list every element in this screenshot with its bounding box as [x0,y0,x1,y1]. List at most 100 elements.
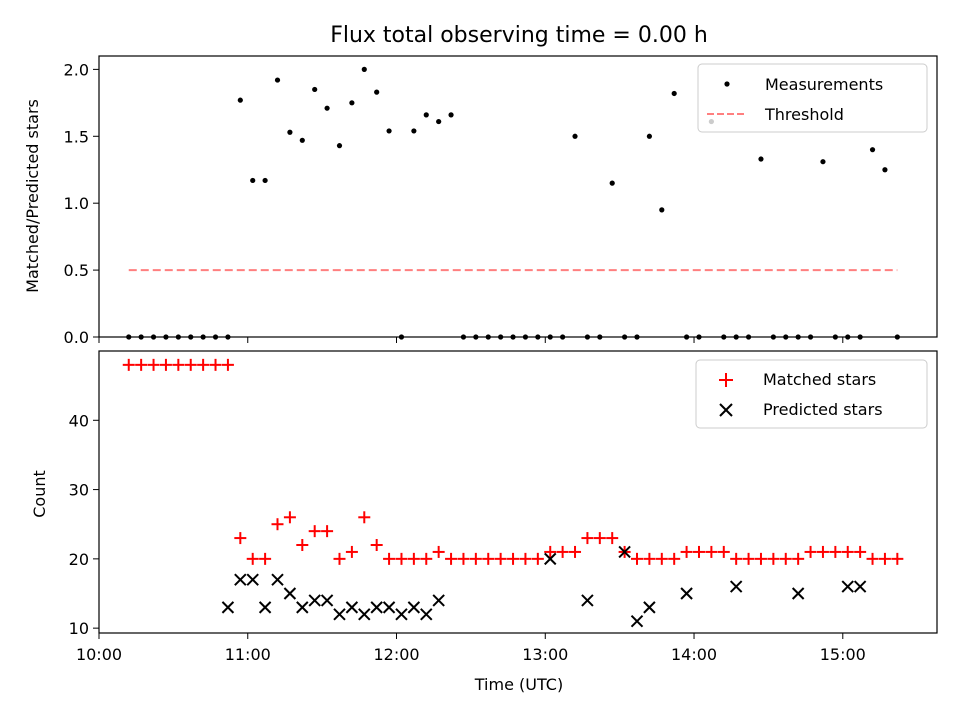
top-panel: Matched/Predicted stars 0.00.51.01.52.0 … [23,55,938,347]
y-tick-label: 40 [69,411,89,430]
predicted-point [395,608,408,621]
matched-point [767,552,780,565]
measurement-point [324,105,330,111]
matched-point [829,545,842,558]
bottom-x-ticks: 10:00 11:00 12:00 13:00 14:00 15:00 [76,633,866,664]
predicted-point [630,615,644,628]
legend-predicted-marker [719,403,733,417]
matched-point [308,525,321,538]
matched-point [668,552,681,565]
matched-point [246,552,259,565]
x-tick-label: 14:00 [671,645,717,664]
matched-point [122,358,135,371]
matched-point [581,532,594,545]
measurement-point [299,137,305,143]
predicted-point [258,601,272,614]
bottom-legend: Matched stars Predicted stars [695,359,928,429]
measurement-point [423,112,429,118]
matched-point [878,552,891,565]
measurement-point [349,100,355,106]
measurement-point [287,129,293,135]
matched-point [519,552,532,565]
matched-point [655,552,668,565]
predicted-point [382,601,396,614]
matched-point [854,545,867,558]
matched-point [754,552,767,565]
matched-point [271,518,284,531]
measurement-point [386,128,392,134]
matched-point [482,552,495,565]
matched-point [606,532,619,545]
x-tick-label: 13:00 [522,645,568,664]
measurement-point [411,128,417,134]
matched-point [705,545,718,558]
x-tick-label: 11:00 [225,645,271,664]
matched-point [159,358,172,371]
measurement-point [262,177,268,184]
top-y-ticks: 0.0 0.5 1.0 1.5 2.0 [64,60,99,347]
predicted-point [432,594,445,607]
predicted-point [407,601,421,614]
measurement-point [572,133,578,139]
figure-title: Flux total observing time = 0.00 h [330,23,708,48]
matched-point [544,545,557,558]
measurement-point [336,143,343,149]
predicted-point [283,587,297,600]
matched-point [432,545,445,558]
predicted-point [618,545,631,559]
matched-point [445,552,458,565]
matched-point [259,552,272,565]
measurement-point [758,156,764,162]
predicted-point [358,608,371,621]
bottom-marks [122,358,904,628]
legend-matched-label: Matched stars [763,370,876,389]
matched-point [692,545,705,558]
measurement-point [250,177,256,184]
bottom-axes-frame [98,350,938,634]
matched-point [556,545,569,558]
matched-point [234,532,247,545]
x-tick-label: 10:00 [76,645,122,664]
legend-measurements-marker [724,81,730,87]
predicted-point [544,552,557,566]
y-tick-label: 1.5 [64,127,89,146]
predicted-point [345,601,359,614]
matched-point [507,552,520,565]
measurement-point [820,159,826,165]
predicted-point [308,594,321,607]
matched-point [283,511,296,524]
matched-point [333,552,346,565]
matched-point [383,552,396,565]
matched-point [321,525,334,538]
matched-point [469,552,482,565]
matched-point [593,532,606,545]
matched-point [209,358,222,371]
matched-point [172,358,185,371]
top-legend: Measurements Threshold [697,63,928,133]
predicted-point [581,594,594,607]
x-tick-label: 15:00 [820,645,866,664]
y-tick-label: 0.0 [64,328,89,347]
legend-matched-marker [719,373,733,387]
x-axis-label: Time (UTC) [474,675,563,694]
matched-point [779,552,792,565]
matched-point [717,545,730,558]
matched-point [643,552,656,565]
bottom-legend-box [695,359,928,429]
matched-point [184,358,197,371]
y-tick-label: 2.0 [64,60,89,79]
legend-predicted-label: Predicted stars [763,400,883,419]
predicted-point [370,601,383,614]
bottom-ylabel: Count [30,470,49,518]
matched-point [816,545,829,558]
matched-point [135,358,148,371]
predicted-point [296,601,309,614]
measurement-point [869,147,876,153]
measurement-point [659,207,665,213]
top-ylabel: Matched/Predicted stars [23,99,42,293]
predicted-point [234,573,247,586]
y-tick-label: 0.5 [64,261,89,280]
y-tick-label: 1.0 [64,194,89,213]
top-legend-box [697,63,928,133]
